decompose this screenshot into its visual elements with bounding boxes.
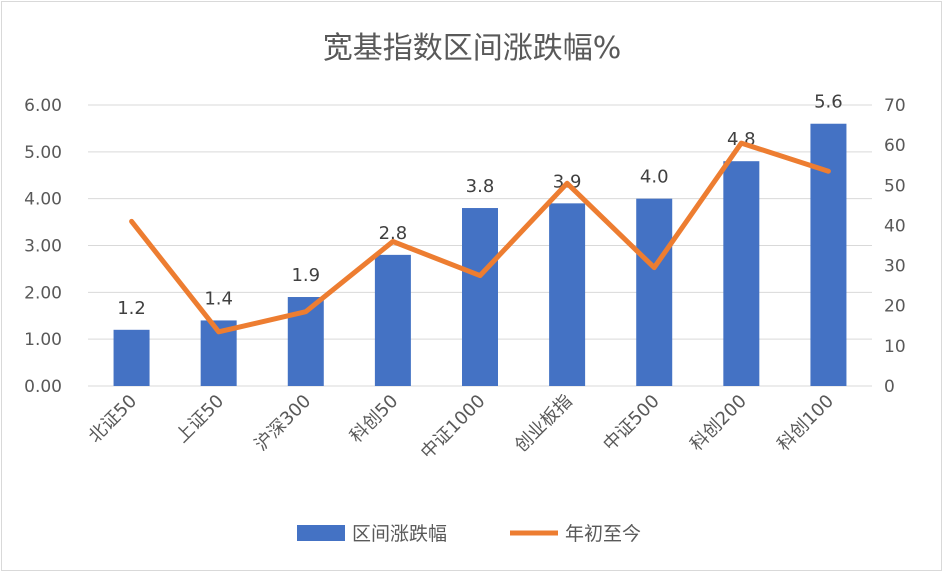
left-tick-label: 5.00	[24, 143, 62, 163]
right-tick-label: 0	[884, 377, 895, 397]
line-series	[129, 140, 831, 335]
bar-data-label: 1.9	[291, 265, 320, 286]
right-tick-label: 40	[884, 216, 906, 236]
left-tick-label: 6.00	[24, 96, 62, 116]
category-label: 上证50	[172, 391, 229, 448]
left-axis-ticks: 0.00 1.00 2.00 3.00 4.00 5.00 6.00	[24, 96, 62, 397]
category-axis-labels: 北证50 上证50 沪深300 科创50 中证1000 创业板指 中证500 科创200 科创1…	[85, 391, 838, 464]
right-tick-label: 10	[884, 337, 906, 357]
category-label: 科创100	[773, 391, 838, 456]
bar	[723, 161, 760, 386]
bar	[113, 329, 150, 386]
category-label: 创业板指	[511, 391, 577, 457]
right-tick-label: 20	[884, 297, 906, 317]
right-tick-label: 70	[884, 96, 906, 116]
legend-bar-label: 区间涨跌幅	[352, 523, 447, 545]
legend-line-label: 年初至今	[565, 523, 641, 545]
left-tick-label: 2.00	[24, 283, 62, 303]
bar-series	[113, 123, 847, 386]
category-label: 中证1000	[417, 391, 490, 464]
bar-data-label: 5.6	[814, 92, 843, 113]
bar	[636, 198, 673, 386]
left-tick-label: 3.00	[24, 237, 62, 257]
left-tick-label: 4.00	[24, 190, 62, 210]
left-tick-label: 0.00	[24, 377, 62, 397]
bar	[810, 123, 847, 386]
right-tick-label: 60	[884, 136, 906, 156]
right-tick-label: 30	[884, 257, 906, 277]
legend: 区间涨跌幅 年初至今	[297, 523, 641, 545]
category-label: 北证50	[85, 391, 142, 448]
right-tick-label: 50	[884, 176, 906, 196]
legend-bar-swatch	[297, 525, 345, 541]
bar-data-label: 2.8	[379, 223, 408, 244]
bar-data-label: 3.8	[466, 176, 495, 197]
bar-data-label: 1.2	[117, 298, 146, 319]
bar	[462, 208, 498, 386]
category-label: 中证500	[599, 391, 664, 456]
right-axis-ticks: 0 10 20 30 40 50 60 70	[884, 96, 906, 397]
chart-title: 宽基指数区间涨跌幅%	[323, 31, 622, 66]
category-label: 沪深300	[251, 391, 316, 456]
bar	[374, 254, 411, 386]
bar-data-label: 4.0	[640, 167, 669, 188]
category-label: 科创50	[346, 391, 403, 448]
category-label: 科创200	[686, 391, 751, 456]
bar-data-label: 1.4	[204, 288, 233, 309]
bar	[549, 203, 586, 386]
left-tick-label: 1.00	[24, 330, 62, 350]
